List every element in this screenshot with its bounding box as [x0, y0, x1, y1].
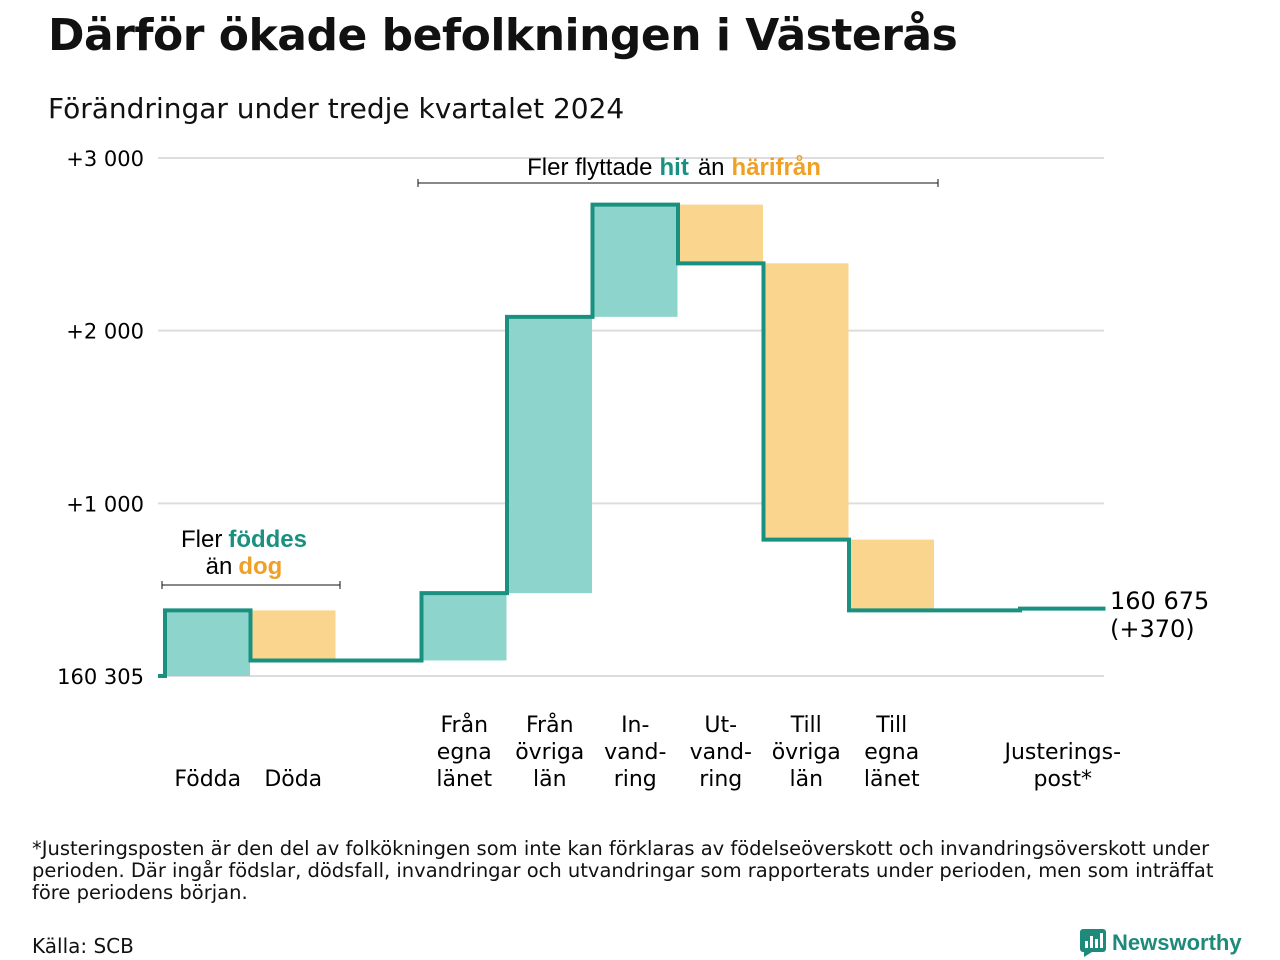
y-tick-label: +1 000 [66, 492, 144, 516]
x-tick-label: Från egna länet [436, 712, 492, 792]
y-tick-label: +3 000 [66, 147, 144, 171]
x-tick-label: Justerings-post* [1002, 740, 1121, 792]
x-tick-label: Till övriga län [772, 713, 841, 792]
annotation-birth-line2: än dog [206, 553, 283, 580]
waterfall-bar [678, 204, 763, 264]
end-value-line2: (+370) [1110, 615, 1195, 643]
brand-name: Newsworthy [1112, 930, 1242, 955]
waterfall-bar [592, 204, 678, 317]
footnote: *Justeringsposten är den del av folkökni… [32, 837, 1214, 904]
newsworthy-logo-icon [1080, 929, 1106, 957]
y-axis-ticks: 160 305 +1 000 +2 000 +3 000 [57, 147, 144, 689]
x-tick-label: In-vand-ring [604, 713, 666, 792]
x-axis-labels: Födda Döda Från egna länet Från övriga län In-va… [174, 712, 1121, 792]
x-tick-label: Ut-vand-ring [690, 713, 752, 792]
x-tick-label: Födda [174, 767, 241, 792]
chart-subtitle: Förändringar under tredje kvartalet 2024 [48, 92, 625, 125]
brand-logo: Newsworthy [1080, 928, 1242, 958]
x-tick-label: Döda [264, 767, 322, 792]
annotation-migration: Fler flyttade hit än härifrån [527, 154, 821, 181]
chart-title: Därför ökade befolkningen i Västerås [48, 10, 958, 61]
waterfall-bar [763, 263, 849, 540]
waterfall-bar [849, 539, 934, 611]
y-tick-label: +2 000 [66, 320, 144, 344]
waterfall-bar [507, 316, 592, 594]
y-tick-label: 160 305 [57, 665, 144, 689]
x-tick-label: Till egna länet [864, 713, 920, 792]
end-value-line1: 160 675 [1110, 587, 1209, 615]
cumulative-step-line [158, 202, 1106, 678]
annotation-birth-line1: Fler föddes [181, 526, 307, 553]
annotation-birth-bracket [161, 581, 341, 589]
waterfall-bar [250, 610, 336, 661]
waterfall-bar [165, 610, 250, 676]
gridlines [158, 157, 1104, 677]
waterfall-bar [421, 593, 507, 661]
annotation-migration-bracket [417, 179, 939, 187]
end-value-label: 160 675 (+370) [1110, 587, 1209, 643]
annotations: Fler föddes än dog Fler flyttade hit än härif… [161, 154, 939, 589]
x-tick-label: Från övriga län [515, 712, 584, 792]
bars [165, 204, 934, 676]
source-label: Källa: SCB [32, 934, 134, 958]
